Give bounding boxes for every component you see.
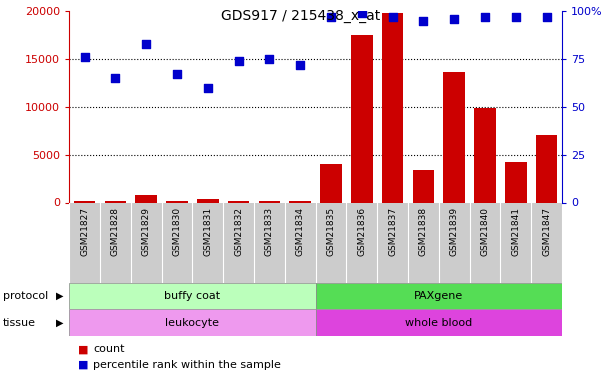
Text: GSM21827: GSM21827 <box>80 207 89 255</box>
Point <box>418 18 428 24</box>
Text: GSM21837: GSM21837 <box>388 207 397 256</box>
Bar <box>69 283 316 309</box>
Bar <box>316 309 562 336</box>
Point <box>172 71 182 77</box>
Point <box>141 41 151 47</box>
Bar <box>444 72 465 202</box>
Text: GSM21828: GSM21828 <box>111 207 120 255</box>
Point <box>234 58 243 64</box>
Bar <box>320 164 342 202</box>
Point <box>295 62 305 68</box>
Text: GSM21832: GSM21832 <box>234 207 243 255</box>
Text: percentile rank within the sample: percentile rank within the sample <box>93 360 281 369</box>
Bar <box>382 13 403 202</box>
Point <box>511 14 520 20</box>
Text: PAXgene: PAXgene <box>414 291 463 301</box>
Bar <box>197 199 219 202</box>
Text: ▶: ▶ <box>56 318 63 327</box>
Text: protocol: protocol <box>3 291 48 301</box>
Text: GSM21831: GSM21831 <box>203 207 212 256</box>
Text: GSM21839: GSM21839 <box>450 207 459 256</box>
Point <box>80 54 90 60</box>
Text: GSM21841: GSM21841 <box>511 207 520 255</box>
Point <box>542 14 551 20</box>
Text: buffy coat: buffy coat <box>164 291 221 301</box>
Text: GSM21830: GSM21830 <box>172 207 182 256</box>
Text: count: count <box>93 345 124 354</box>
Text: GSM21829: GSM21829 <box>142 207 151 255</box>
Bar <box>316 283 562 309</box>
Text: ■: ■ <box>78 345 88 354</box>
Bar <box>289 201 311 202</box>
Bar <box>505 162 526 202</box>
Point <box>480 14 490 20</box>
Bar <box>74 201 96 202</box>
Text: GSM21833: GSM21833 <box>265 207 274 256</box>
Text: GSM21834: GSM21834 <box>296 207 305 255</box>
Text: tissue: tissue <box>3 318 36 327</box>
Bar <box>135 195 157 202</box>
Text: GSM21838: GSM21838 <box>419 207 428 256</box>
Point <box>450 16 459 22</box>
Text: GSM21836: GSM21836 <box>357 207 366 256</box>
Point <box>111 75 120 81</box>
Bar <box>351 35 373 203</box>
Bar <box>105 201 126 202</box>
Point <box>326 14 336 20</box>
Text: GDS917 / 215438_x_at: GDS917 / 215438_x_at <box>221 9 380 23</box>
Bar <box>258 201 280 202</box>
Text: GSM21847: GSM21847 <box>542 207 551 255</box>
Text: ▶: ▶ <box>56 291 63 301</box>
Point <box>357 10 367 16</box>
Text: leukocyte: leukocyte <box>165 318 219 327</box>
Bar <box>166 201 188 202</box>
Bar <box>535 135 557 202</box>
Bar <box>69 309 316 336</box>
Text: whole blood: whole blood <box>405 318 472 327</box>
Text: ■: ■ <box>78 360 88 369</box>
Point <box>388 14 397 20</box>
Text: GSM21835: GSM21835 <box>326 207 335 256</box>
Bar <box>412 170 434 202</box>
Bar <box>228 201 249 202</box>
Point <box>203 85 213 91</box>
Bar <box>474 108 496 202</box>
Point <box>264 56 274 62</box>
Text: GSM21840: GSM21840 <box>480 207 489 255</box>
